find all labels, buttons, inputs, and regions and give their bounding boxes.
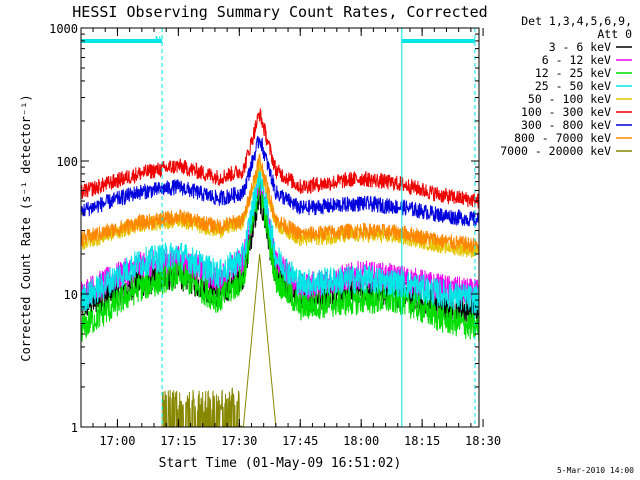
- legend-label-3: 12 - 25 keV: [535, 66, 611, 80]
- y-tick-label: 10: [64, 288, 78, 302]
- plot-frame: [80, 27, 480, 428]
- legend-label-1: 3 - 6 keV: [549, 40, 611, 54]
- x-tick-label: 18:15: [404, 434, 440, 448]
- chart-title: HESSI Observing Summary Count Rates, Cor…: [72, 3, 487, 21]
- series-line-7: [80, 136, 480, 227]
- x-tick-label: 18:00: [343, 434, 379, 448]
- legend-label-8: 800 - 7000 keV: [514, 131, 611, 145]
- night-bar-1: [81, 39, 163, 43]
- night-bar-2: [401, 39, 475, 43]
- series-line-6: [80, 108, 480, 209]
- axes: 17:00 17:15 17:30 17:45 18:00 18:15 18:30 1 10 10…: [49, 22, 501, 448]
- legend-label-9: 7000 - 20000 keV: [500, 144, 611, 158]
- footer-date: 5-Mar-2010 14:00: [557, 466, 634, 475]
- y-axis-label: Corrected Count Rate (s⁻¹ detector⁻¹): [19, 94, 33, 361]
- legend-label-4: 25 - 50 keV: [535, 79, 611, 93]
- legend-label-7: 300 - 800 keV: [521, 118, 611, 132]
- x-tick-label: 17:15: [160, 434, 196, 448]
- chart-overlays: [81, 28, 476, 427]
- x-tick-label: 18:30: [465, 434, 501, 448]
- night-marker: N: [155, 35, 161, 46]
- y-tick-label: 1000: [49, 22, 78, 36]
- x-axis-label: Start Time (01-May-09 16:51:02): [159, 456, 402, 471]
- y-tick-label: 100: [56, 155, 78, 169]
- x-tick-label: 17:30: [221, 434, 257, 448]
- x-tick-label: 17:45: [282, 434, 318, 448]
- series-line-3: [80, 172, 480, 342]
- legend-header-line-2: Att 0: [597, 27, 632, 41]
- legend-header-line-1: Det 1,3,4,5,6,9,: [521, 14, 632, 28]
- chart-series: [80, 108, 480, 428]
- legend-label-5: 50 - 100 keV: [528, 92, 611, 106]
- series-line-4: [80, 156, 480, 314]
- y-tick-label: 1: [71, 421, 78, 435]
- legend-label-6: 100 - 300 keV: [521, 105, 611, 119]
- legend-label-2: 6 - 12 keV: [542, 53, 611, 67]
- x-tick-label: 17:00: [99, 434, 135, 448]
- series-line-8: [80, 153, 480, 253]
